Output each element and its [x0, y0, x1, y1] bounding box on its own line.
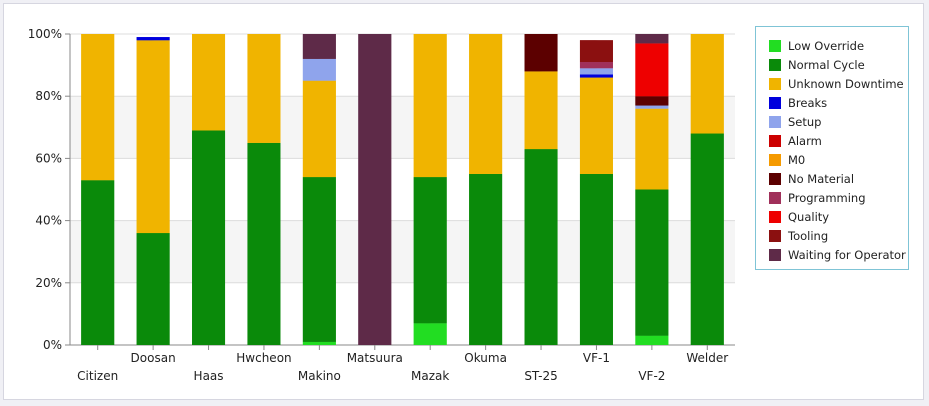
legend-swatch: [769, 58, 781, 71]
bar-shade: [136, 233, 170, 345]
bar-shade: [524, 71, 558, 150]
bar-shade: [302, 80, 336, 178]
legend-swatch: [769, 39, 781, 52]
x-tick-label: Doosan: [131, 351, 176, 365]
bar-shade: [81, 34, 115, 181]
bar-shade: [524, 34, 558, 72]
legend-label: No Material: [788, 171, 855, 186]
bar-shade: [579, 61, 613, 69]
x-tick-label: VF-2: [638, 369, 665, 383]
legend-item: Programming: [756, 188, 908, 207]
legend-swatch: [769, 229, 781, 242]
legend-item: Waiting for Operator: [756, 245, 908, 264]
bar-shade: [247, 34, 281, 143]
bar-shade: [358, 34, 392, 345]
legend-swatch: [769, 77, 781, 90]
y-tick-label: 80%: [35, 89, 62, 103]
bar-shade: [302, 58, 336, 81]
y-tick-label: 40%: [35, 214, 62, 228]
bar-shade: [635, 335, 669, 345]
bar-shade: [579, 74, 613, 78]
bar-shade: [413, 34, 447, 178]
x-tick-label: Matsuura: [347, 351, 403, 365]
bar-shade: [635, 43, 669, 97]
legend-swatch: [769, 115, 781, 128]
legend-item: Unknown Downtime: [756, 74, 908, 93]
bar-shade: [579, 40, 613, 62]
bar-shade: [247, 142, 281, 345]
legend-label: Tooling: [788, 228, 829, 243]
bar-shade: [469, 173, 503, 345]
legend-label: Breaks: [788, 95, 828, 110]
bar-shade: [579, 173, 613, 345]
x-tick-label: Haas: [194, 369, 224, 383]
x-tick-label: VF-1: [583, 351, 610, 365]
legend-item: No Material: [756, 169, 908, 188]
bar-shade: [413, 177, 447, 324]
x-tick-label: Welder: [686, 351, 728, 365]
legend-swatch: [769, 153, 781, 166]
x-tick-label: Okuma: [464, 351, 507, 365]
bar-shade: [635, 105, 669, 109]
chart-frame: 0% 20% 40% 60% 80% 100% Citizen Doosan Haas Hwche…: [3, 3, 924, 400]
grid-band: [70, 96, 735, 159]
y-tick-label: 60%: [35, 151, 62, 165]
legend-item: Setup: [756, 112, 908, 131]
bar-shade: [302, 34, 336, 59]
chart-legend: Low Override Normal Cycle Unknown Downtime…: [755, 26, 909, 270]
x-tick-label: Makino: [298, 369, 341, 383]
bar-shade: [635, 34, 669, 44]
y-tick-label: 100%: [28, 27, 62, 41]
bar-shade: [690, 133, 724, 345]
stacked-bar-chart: 0% 20% 40% 60% 80% 100% Citizen Doosan Haas Hwche…: [28, 27, 735, 383]
legend-item: Low Override: [756, 36, 908, 55]
bar-shade: [524, 149, 558, 345]
legend-label: Programming: [788, 190, 866, 205]
legend-label: Quality: [788, 209, 830, 224]
bar-shade: [690, 34, 724, 134]
legend-label: Setup: [788, 114, 822, 129]
x-tick-label: Mazak: [411, 369, 449, 383]
bar-shade: [413, 323, 447, 345]
legend-item: Tooling: [756, 226, 908, 245]
bar-shade: [192, 130, 226, 345]
legend-item: M0: [756, 150, 908, 169]
bar-shade: [136, 40, 170, 234]
legend-label: Low Override: [788, 38, 865, 53]
bar-shade: [192, 34, 226, 131]
x-tick-label: Hwcheon: [236, 351, 291, 365]
bar-shade: [136, 37, 170, 41]
legend-swatch: [769, 210, 781, 223]
bar-shade: [469, 34, 503, 174]
bar-shade: [579, 77, 613, 174]
bar-shade: [81, 180, 115, 345]
legend-item: Alarm: [756, 131, 908, 150]
bar-shade: [635, 96, 669, 106]
bar-shade: [635, 108, 669, 190]
bar-shade: [635, 189, 669, 336]
bar-shade: [302, 341, 336, 345]
legend-item: Quality: [756, 207, 908, 226]
legend-swatch: [769, 248, 781, 261]
legend-label: Normal Cycle: [788, 57, 865, 72]
bar-shade: [302, 177, 336, 342]
legend-swatch: [769, 172, 781, 185]
y-tick-label: 20%: [35, 276, 62, 290]
legend-label: M0: [788, 152, 806, 167]
x-tick-label: Citizen: [77, 369, 118, 383]
legend-swatch: [769, 134, 781, 147]
x-tick-label: ST-25: [524, 369, 557, 383]
legend-item: Normal Cycle: [756, 55, 908, 74]
legend-item: Breaks: [756, 93, 908, 112]
legend-label: Waiting for Operator: [788, 247, 906, 262]
legend-label: Alarm: [788, 133, 822, 148]
legend-swatch: [769, 96, 781, 109]
bar-shade: [579, 68, 613, 75]
legend-swatch: [769, 191, 781, 204]
legend-label: Unknown Downtime: [788, 76, 904, 91]
y-tick-label: 0%: [43, 338, 62, 352]
grid-band: [70, 220, 735, 283]
